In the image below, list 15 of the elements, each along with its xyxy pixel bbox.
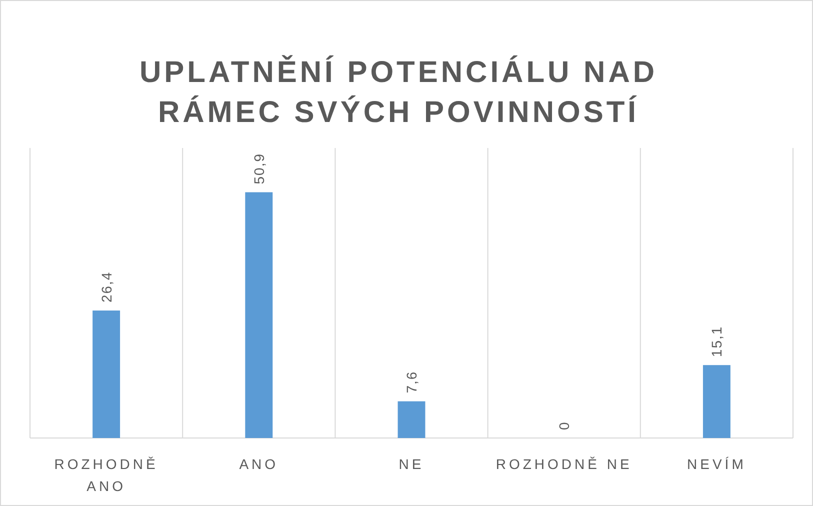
bar [245,192,273,438]
data-label: 7,6 [404,370,420,394]
data-label: 50,9 [250,152,267,184]
x-tick-label: NE [398,456,424,472]
bar [92,310,120,438]
x-tick-label: ROZHODNĚ ANO [54,456,158,494]
x-tick-label: ANO [239,456,279,472]
data-label: 26,4 [98,271,114,303]
chart-title: UPLATNĚNÍ POTENCIÁLU NAD RÁMEC SVÝCH POVINNOSTÍ [139,55,658,129]
data-label: 15,1 [708,326,725,358]
bar [702,365,730,438]
data-label: 0 [556,421,572,430]
x-tick-label: NEVÍM [687,456,746,472]
bar [398,401,426,438]
x-tick-label: ROZHODNĚ NE [496,456,632,472]
